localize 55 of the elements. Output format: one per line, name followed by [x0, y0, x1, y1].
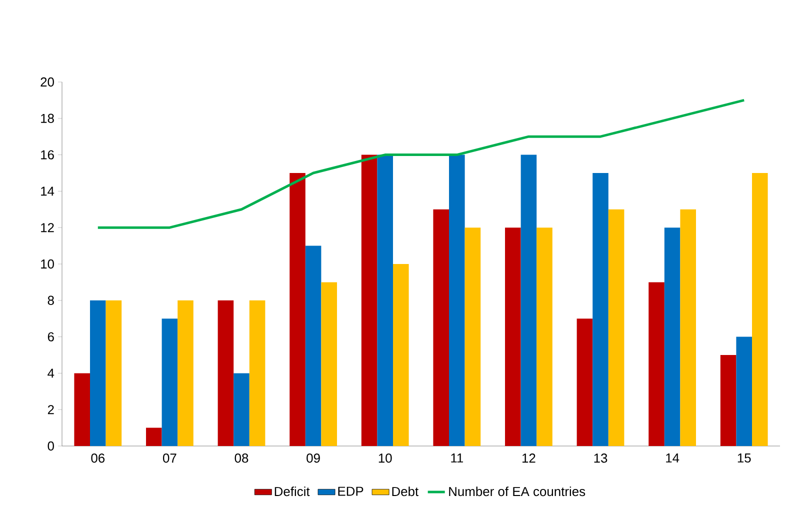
- y-tick-label: 14: [41, 186, 54, 196]
- bar: [464, 228, 481, 446]
- bar: [234, 373, 250, 446]
- y-tick-label: 4: [48, 368, 54, 378]
- y-tick-label: 16: [41, 150, 54, 160]
- y-tick-label: 10: [41, 259, 54, 269]
- legend-label: EDP: [338, 486, 364, 496]
- bar: [536, 228, 552, 446]
- bar: [162, 318, 178, 446]
- bar: [592, 173, 608, 446]
- x-tick-label: 11: [451, 454, 463, 462]
- bar: [178, 300, 194, 446]
- bar: [752, 173, 768, 446]
- bar: [664, 228, 680, 446]
- bar: [146, 428, 162, 446]
- bar: [90, 300, 106, 446]
- bar: [218, 300, 234, 446]
- legend-label: Deficit: [274, 486, 310, 496]
- y-tick-label: 12: [41, 223, 54, 232]
- legend-label: Number of EA countries: [449, 486, 586, 496]
- x-tick-label: 12: [522, 454, 536, 463]
- x-tick-label: 14: [666, 454, 680, 462]
- bar: [449, 154, 465, 446]
- bar: [736, 336, 752, 446]
- bar: [393, 264, 409, 446]
- y-tick-label: 6: [48, 332, 54, 342]
- x-tick-label: 15: [738, 454, 751, 463]
- y-tick-label: 8: [48, 296, 54, 305]
- bar: [249, 300, 266, 446]
- x-tick-label: 08: [234, 454, 248, 463]
- y-tick-label: 20: [40, 77, 54, 87]
- x-tick-label: 10: [378, 454, 392, 463]
- bar: [106, 300, 122, 446]
- legend-label: Debt: [392, 486, 418, 496]
- bar: [433, 209, 450, 446]
- bar: [305, 246, 322, 446]
- y-tick-label: 0: [48, 441, 54, 451]
- y-tick-label: 2: [48, 405, 54, 414]
- bar: [290, 173, 306, 446]
- bar: [377, 154, 393, 446]
- bar: [74, 373, 90, 446]
- bar: [680, 209, 696, 446]
- x-tick-label: 09: [306, 454, 320, 463]
- bar: [520, 154, 537, 446]
- x-tick-label: 06: [91, 454, 105, 463]
- x-tick-label: 13: [594, 454, 608, 463]
- bar: [648, 282, 664, 446]
- bar: [361, 154, 378, 446]
- bar: [321, 282, 337, 446]
- bar: [720, 355, 736, 446]
- bar: [576, 318, 593, 446]
- y-tick-label: 18: [41, 114, 54, 123]
- bar: [608, 209, 624, 446]
- bar: [505, 228, 521, 446]
- x-tick-label: 07: [163, 454, 176, 463]
